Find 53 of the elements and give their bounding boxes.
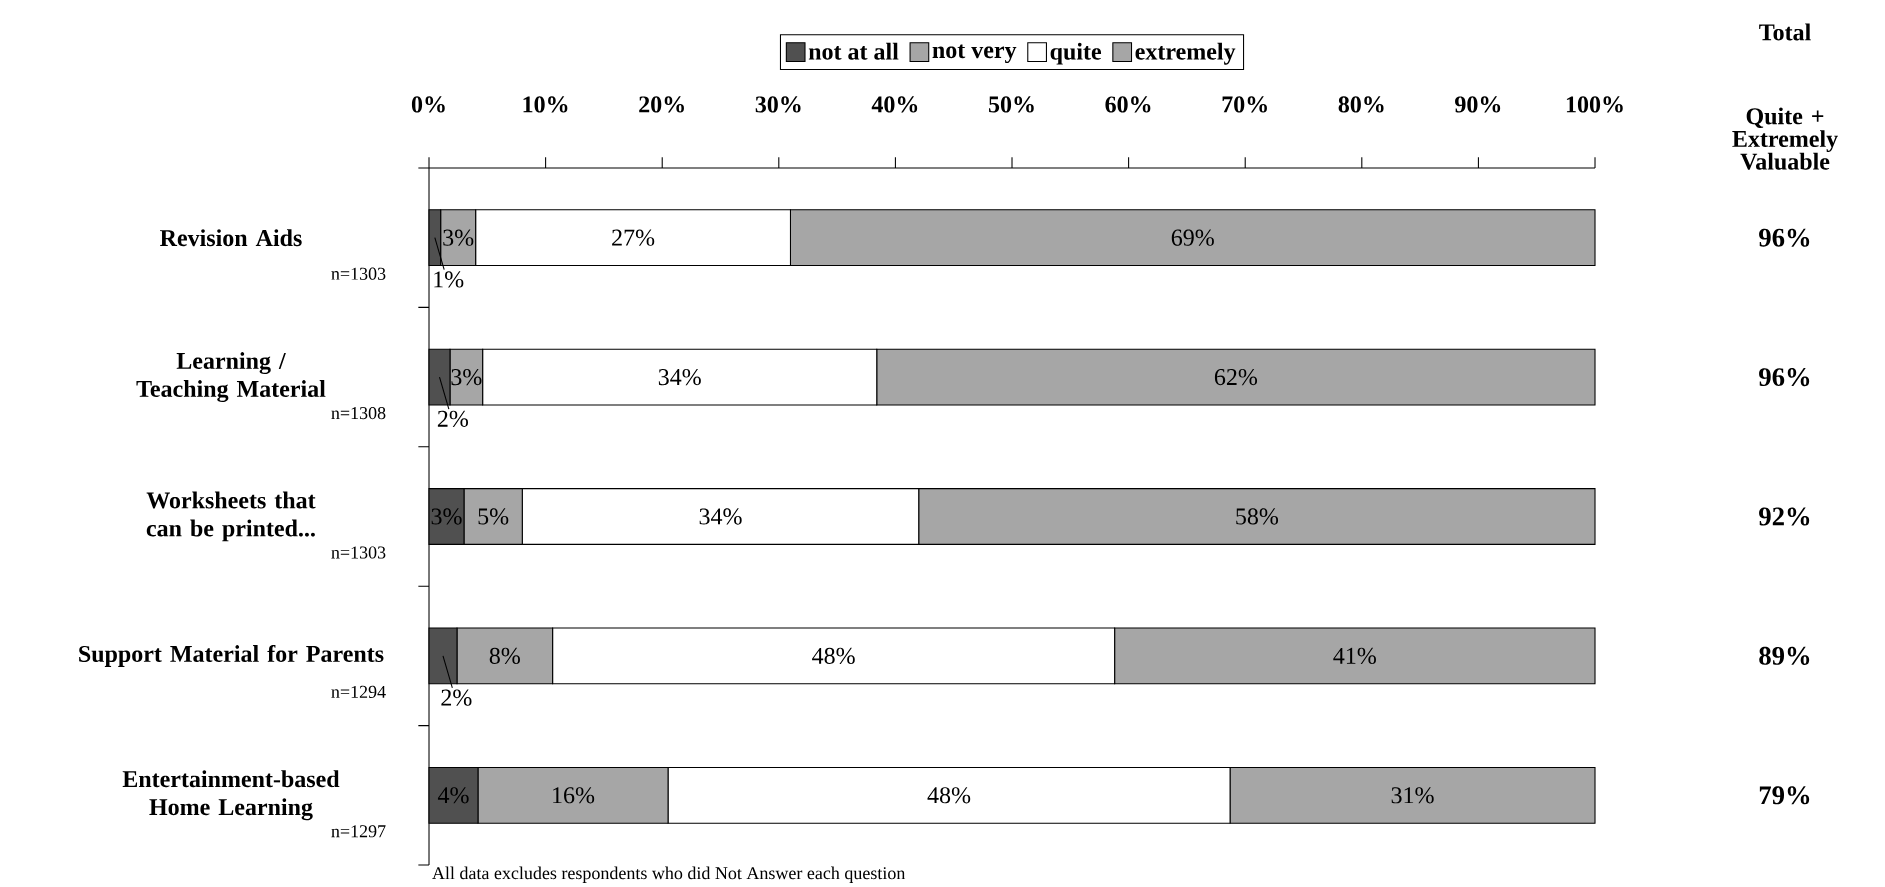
x-tick-label: 100% (1566, 96, 1623, 113)
x-tick-label: 10% (523, 96, 568, 113)
data-label: 31% (1391, 787, 1434, 804)
data-label: 34% (699, 508, 742, 525)
text: 96% (1759, 368, 1810, 387)
data-label: 4% (437, 787, 469, 804)
text: Total (1759, 23, 1811, 41)
legend-label: not very (932, 44, 1017, 64)
data-label: 58% (1236, 508, 1279, 525)
text: Quite + Extremely Valuable (1732, 107, 1838, 170)
text: n=1297 (331, 825, 386, 838)
data-label: 16% (553, 787, 595, 804)
data-label: 5% (478, 508, 509, 525)
x-tick-label: 50% (988, 96, 1034, 113)
text: 92% (1759, 507, 1810, 526)
text: All data excludes respondents who did Not Answer each question (432, 866, 906, 883)
y-tick-label: Entertainment-based Home Learning (122, 770, 340, 821)
data-label: 48% (812, 647, 855, 665)
legend-label: not at all (808, 42, 899, 60)
x-tick-label: 20% (639, 96, 684, 113)
x-tick-label: 40% (871, 96, 918, 113)
y-tick-label: Support Material for Parents (79, 644, 384, 667)
data-label: 2% (437, 410, 469, 427)
text: 79% (1759, 786, 1810, 805)
x-tick-label: 60% (1105, 96, 1151, 113)
x-tick-label: 90% (1455, 96, 1501, 113)
data-label: 48% (927, 787, 971, 804)
legend-label: extremely (1135, 42, 1236, 65)
data-label: 62% (1214, 368, 1258, 386)
data-label: 34% (658, 368, 701, 386)
data-label: 3% (451, 368, 482, 386)
text: n=1308 (331, 407, 386, 420)
data-label: 2% (441, 689, 472, 706)
x-tick-label: 80% (1338, 96, 1384, 113)
data-label: 3% (431, 508, 462, 525)
text: n=1303 (331, 267, 386, 280)
data-label: 8% (489, 647, 520, 665)
data-label: 27% (612, 229, 655, 246)
x-tick-label: 0% (411, 96, 445, 113)
text: 89% (1759, 646, 1810, 665)
data-label: 41% (1333, 647, 1376, 665)
text: n=1303 (331, 546, 386, 559)
y-tick-label: Learning / Teaching Material (136, 352, 326, 403)
text: 96% (1759, 228, 1810, 247)
data-label: 69% (1171, 229, 1214, 246)
y-tick-label: Worksheets that can be printed... (146, 491, 316, 542)
x-tick-label: 30% (755, 96, 801, 113)
data-label: 3% (443, 229, 474, 246)
legend-label: quite (1050, 42, 1102, 65)
data-label: 1% (434, 271, 464, 288)
y-tick-label: Revision Aids (160, 229, 302, 247)
x-tick-label: 70% (1222, 96, 1267, 113)
text: n=1294 (331, 685, 386, 698)
